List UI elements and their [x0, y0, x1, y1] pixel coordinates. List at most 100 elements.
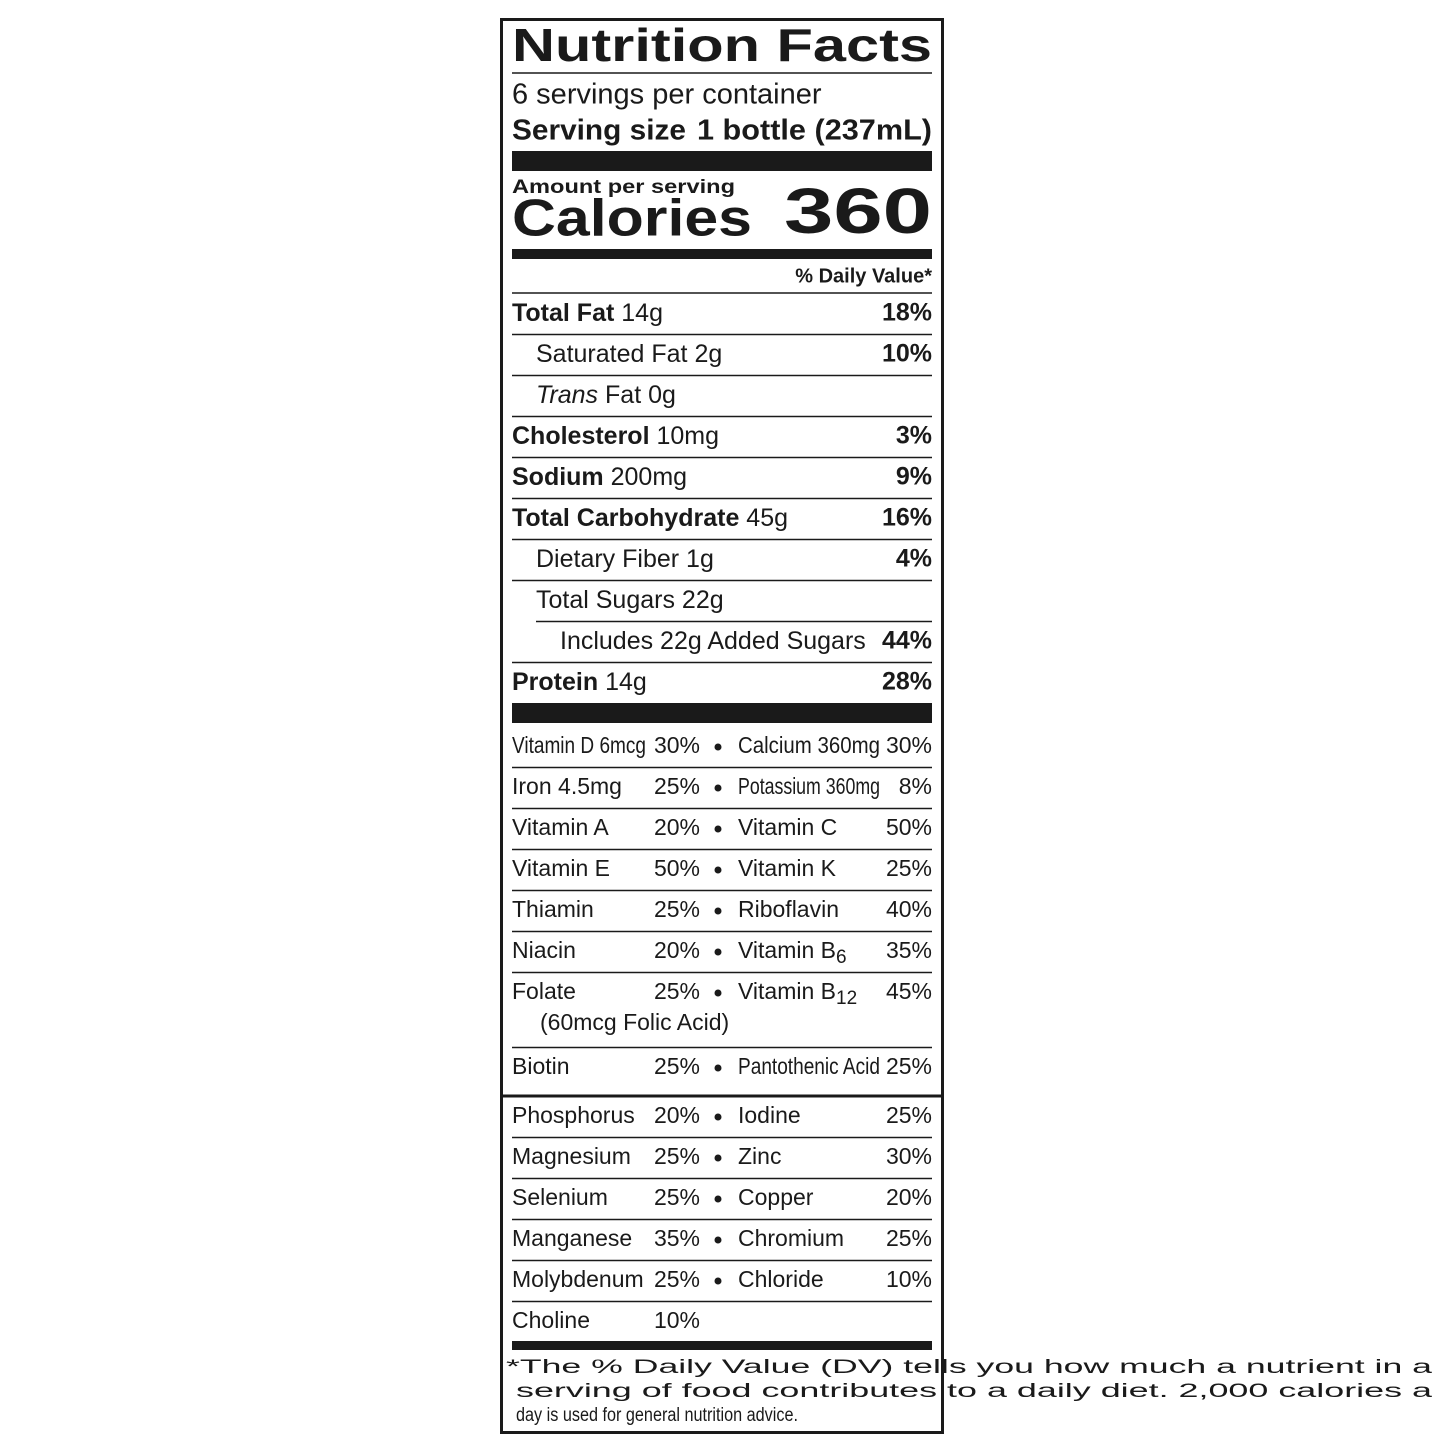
micronutrient-name: Iron 4.5mg: [512, 773, 622, 799]
nutrient-line: Protein 14g: [512, 668, 647, 696]
micronutrient-label: Phosphorus: [512, 1102, 635, 1128]
nutrient-dv: 28%: [882, 668, 932, 696]
micronutrient-label: Magnesium: [512, 1143, 631, 1169]
micronutrient-name: Molybdenum: [512, 1266, 644, 1292]
bullet: [714, 1113, 722, 1121]
serving-size-value: 1 bottle (237mL): [697, 115, 932, 147]
nutrient-line: Dietary Fiber 1g: [536, 545, 714, 573]
micronutrient-subscript: 6: [836, 947, 847, 968]
micronutrient-label: Calcium 360mg: [738, 732, 880, 758]
nutrient-name: Dietary Fiber: [536, 545, 679, 573]
micronutrient-label: Riboflavin: [738, 896, 839, 922]
nutrient-amount: 10mg: [656, 422, 719, 450]
micronutrient-dv: 25%: [654, 1143, 700, 1169]
micronutrient-label: Vitamin A: [512, 814, 609, 840]
micronutrient-label: Niacin: [512, 937, 576, 963]
micronutrient-name: Calcium 360mg: [738, 732, 880, 758]
micronutrient-label: Vitamin B: [738, 978, 836, 1004]
micronutrient-label: Folate: [512, 978, 576, 1004]
nutrient-prefix: Trans: [536, 381, 598, 409]
micronutrient-dv: 25%: [886, 855, 932, 881]
micronutrient-label: Vitamin E: [512, 855, 610, 881]
micronutrient-name: Iodine: [738, 1102, 801, 1128]
micronutrient-label: Vitamin B: [738, 937, 836, 963]
micronutrient-label: Chromium: [738, 1225, 844, 1251]
micronutrient-dv: 20%: [654, 1102, 700, 1128]
bullet: [714, 1277, 722, 1285]
micronutrient-dv: 25%: [886, 1102, 932, 1128]
nutrient-amount: 0g: [648, 381, 676, 409]
nutrient-dv: 10%: [882, 340, 932, 368]
nutrient-amount: 200mg: [611, 463, 687, 491]
nutrient-dv: 4%: [896, 545, 932, 573]
bullet: [714, 989, 722, 997]
micronutrient-name: Potassium 360mg: [738, 773, 880, 799]
micronutrient-name: Choline: [512, 1307, 590, 1333]
nutrient-name: Fat: [605, 381, 641, 409]
nutrient-name: Includes 22g Added Sugars: [560, 627, 866, 655]
micronutrient-label: Molybdenum: [512, 1266, 644, 1292]
nutrient-amount: 14g: [621, 299, 663, 327]
micronutrient-dv: 25%: [886, 1225, 932, 1251]
bullet: [714, 743, 722, 751]
nutrient-name: Total Fat: [512, 299, 615, 327]
bullet: [714, 1236, 722, 1244]
calories-value: 360: [784, 175, 932, 247]
micronutrient-dv: 8%: [899, 773, 932, 799]
micronutrient-dv: 30%: [654, 732, 700, 758]
micronutrient-label: Vitamin K: [738, 855, 837, 881]
micronutrient-name: Phosphorus: [512, 1102, 635, 1128]
micronutrient-dv: 10%: [886, 1266, 932, 1292]
bullet: [714, 1195, 722, 1203]
micronutrient-dv: 20%: [886, 1184, 932, 1210]
nutrient-amount: 45g: [746, 504, 788, 532]
rows: Total Fat 14g 18% Saturated Fat 2g 10% Trans…: [506, 299, 1433, 1426]
micronutrient-name: Riboflavin: [738, 896, 839, 922]
servings: 6 servings per container: [512, 79, 822, 111]
micronutrient-dv: 50%: [886, 814, 932, 840]
nutrient-amount: 1g: [686, 545, 714, 573]
nutrient-dv: 16%: [882, 504, 932, 532]
micronutrient-label: Selenium: [512, 1184, 608, 1210]
micronutrient-dv: 20%: [654, 814, 700, 840]
bullet: [714, 866, 722, 874]
micronutrient-name: Chromium: [738, 1225, 844, 1251]
micronutrient-dv: 45%: [886, 978, 932, 1004]
calories-label: Calories: [512, 190, 752, 248]
nutrient-dv: 9%: [896, 463, 932, 491]
micronutrient-label: Vitamin C: [738, 814, 837, 840]
micronutrient-name: Vitamin E: [512, 855, 610, 881]
nutrient-line: Sodium 200mg: [512, 463, 687, 491]
nutrient-amount: 14g: [605, 668, 647, 696]
nutrient-amount: 2g: [694, 340, 722, 368]
micronutrient-label: Iron 4.5mg: [512, 773, 622, 799]
micronutrient-name: Vitamin K: [738, 855, 837, 881]
nutrient-line: Trans Fat 0g: [536, 381, 676, 409]
nutrient-name: Total Sugars: [536, 586, 675, 614]
micronutrient-name: Vitamin B6: [738, 937, 847, 968]
micronutrient-name: Manganese: [512, 1225, 632, 1251]
nutrient-name: Cholesterol: [512, 422, 650, 450]
micronutrient-name: Thiamin: [512, 896, 594, 922]
micronutrient-name: Vitamin D 6mcg: [512, 732, 646, 758]
micronutrient-name: Biotin: [512, 1053, 570, 1079]
micronutrient-label: Vitamin D 6mcg: [512, 732, 646, 758]
micronutrient-name: Copper: [738, 1184, 814, 1210]
micronutrient-name: Folate: [512, 978, 576, 1004]
bullet: [714, 907, 722, 915]
amount-per-serving: Amount per serving: [512, 177, 735, 198]
micronutrient-dv: 25%: [654, 773, 700, 799]
medium-bar: [512, 249, 932, 259]
nutrient-name: Saturated Fat: [536, 340, 688, 368]
micronutrient-name: Niacin: [512, 937, 576, 963]
micronutrient-dv: 25%: [654, 1266, 700, 1292]
micronutrient-label: Chloride: [738, 1266, 824, 1292]
nutrient-line: Total Carbohydrate 45g: [512, 504, 788, 532]
nutrient-dv: 3%: [896, 422, 932, 450]
micronutrient-name: Selenium: [512, 1184, 608, 1210]
nutrient-dv: 44%: [882, 627, 932, 655]
micronutrient-name: Vitamin C: [738, 814, 837, 840]
